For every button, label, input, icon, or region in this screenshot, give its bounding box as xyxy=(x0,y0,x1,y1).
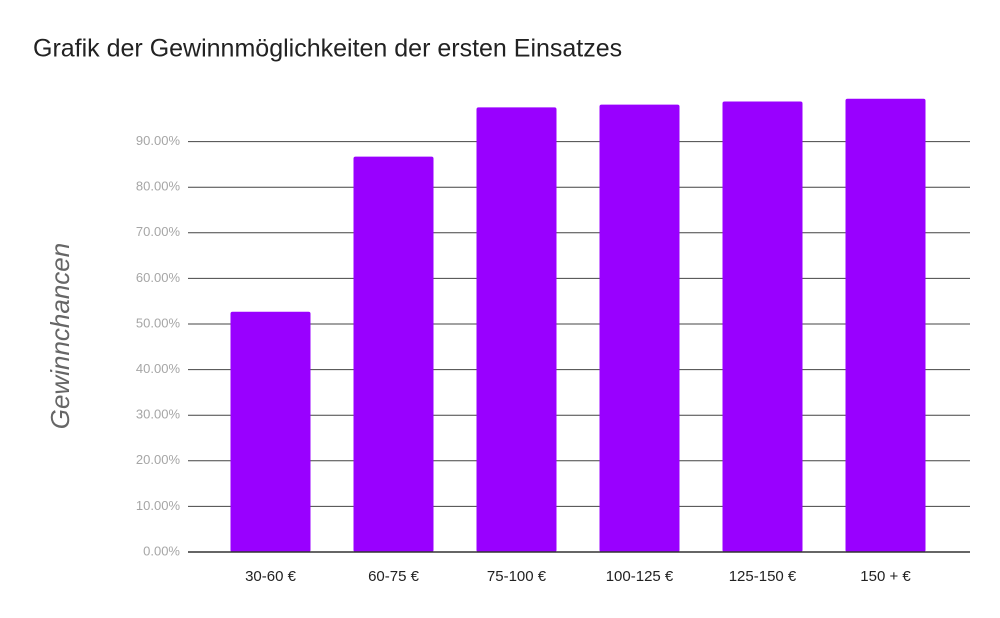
x-tick-label: 125-150 € xyxy=(729,568,797,585)
y-tick-label: 40.00% xyxy=(136,361,181,376)
y-tick-label: 60.00% xyxy=(136,270,181,285)
bar xyxy=(722,101,803,553)
y-tick-label: 70.00% xyxy=(136,224,181,239)
x-tick-label: 60-75 € xyxy=(368,568,420,585)
y-tick-label: 50.00% xyxy=(136,315,181,330)
y-tick-label: 20.00% xyxy=(136,452,181,467)
y-tick-label: 30.00% xyxy=(136,407,181,422)
bar xyxy=(845,98,926,553)
y-tick-label: 80.00% xyxy=(136,179,181,194)
chart-title: Grafik der Gewinnmöglichkeiten der erste… xyxy=(33,35,622,63)
x-tick-label: 30-60 € xyxy=(245,568,297,585)
y-tick-label: 90.00% xyxy=(136,133,181,148)
y-tick-label: 10.00% xyxy=(136,498,181,513)
bar xyxy=(353,156,434,552)
x-tick-label: 150 + € xyxy=(860,568,911,585)
y-axis-label: Gewinnchancen xyxy=(45,243,75,429)
bar xyxy=(230,311,311,552)
y-tick-label: 0.00% xyxy=(143,543,180,558)
x-tick-label: 75-100 € xyxy=(487,568,547,585)
x-tick-label: 100-125 € xyxy=(606,568,674,585)
bar xyxy=(476,107,557,553)
bar xyxy=(599,104,680,552)
